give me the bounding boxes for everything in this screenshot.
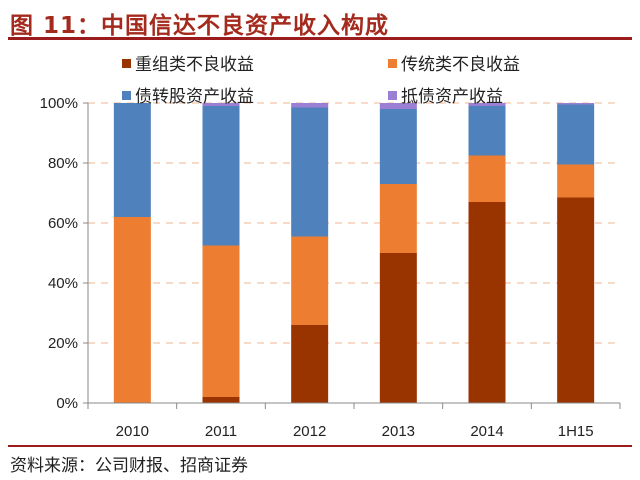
- legend-label: 传统类不良收益: [401, 55, 520, 75]
- bar-segment: [202, 103, 240, 106]
- x-tick-label: 2011: [205, 423, 237, 440]
- bar-segment: [291, 325, 329, 403]
- bar-segment: [468, 106, 506, 156]
- bar-segment: [202, 397, 240, 403]
- title-divider: [8, 37, 632, 40]
- bar-segment: [202, 245, 240, 397]
- bar-segment: [557, 103, 595, 105]
- legend-swatch: [122, 91, 131, 100]
- bar-segment: [468, 103, 506, 106]
- bar-segment: [291, 107, 329, 237]
- bar-segment: [379, 103, 417, 109]
- bar-segment: [291, 103, 329, 108]
- bar-segment: [113, 103, 151, 217]
- y-tick-label: 80%: [48, 155, 78, 172]
- legend-swatch: [388, 91, 397, 100]
- bar-segment: [291, 236, 329, 325]
- x-tick-label: 2013: [382, 423, 415, 440]
- x-tick-label: 2014: [470, 423, 503, 440]
- bar-segment: [468, 155, 506, 202]
- bar-segment: [557, 164, 595, 198]
- y-tick-label: 100%: [40, 95, 78, 112]
- bar-segment: [557, 104, 595, 165]
- y-tick-label: 20%: [48, 335, 78, 352]
- bar-segment: [379, 184, 417, 253]
- source-note: 资料来源：公司财报、招商证券: [10, 456, 248, 476]
- y-tick-label: 40%: [48, 275, 78, 292]
- legend-label: 重组类不良收益: [135, 55, 254, 75]
- bar-segment: [202, 106, 240, 246]
- x-tick-label: 1H15: [558, 423, 594, 440]
- x-tick-label: 2012: [293, 423, 326, 440]
- legend-swatch: [122, 59, 131, 68]
- legend-label: 抵债资产收益: [401, 87, 503, 107]
- bar-segment: [557, 197, 595, 403]
- footer-divider: [8, 445, 632, 447]
- y-tick-label: 60%: [48, 215, 78, 232]
- figure-title: 图 11：中国信达不良资产收入构成: [10, 13, 390, 39]
- bar-segment: [379, 253, 417, 403]
- legend-swatch: [388, 59, 397, 68]
- bar-segment: [113, 217, 151, 403]
- bar-segment: [468, 202, 506, 403]
- y-tick-label: 0%: [56, 395, 78, 412]
- bar-segment: [379, 109, 417, 184]
- x-tick-label: 2010: [116, 423, 149, 440]
- legend-label: 债转股资产收益: [135, 87, 254, 107]
